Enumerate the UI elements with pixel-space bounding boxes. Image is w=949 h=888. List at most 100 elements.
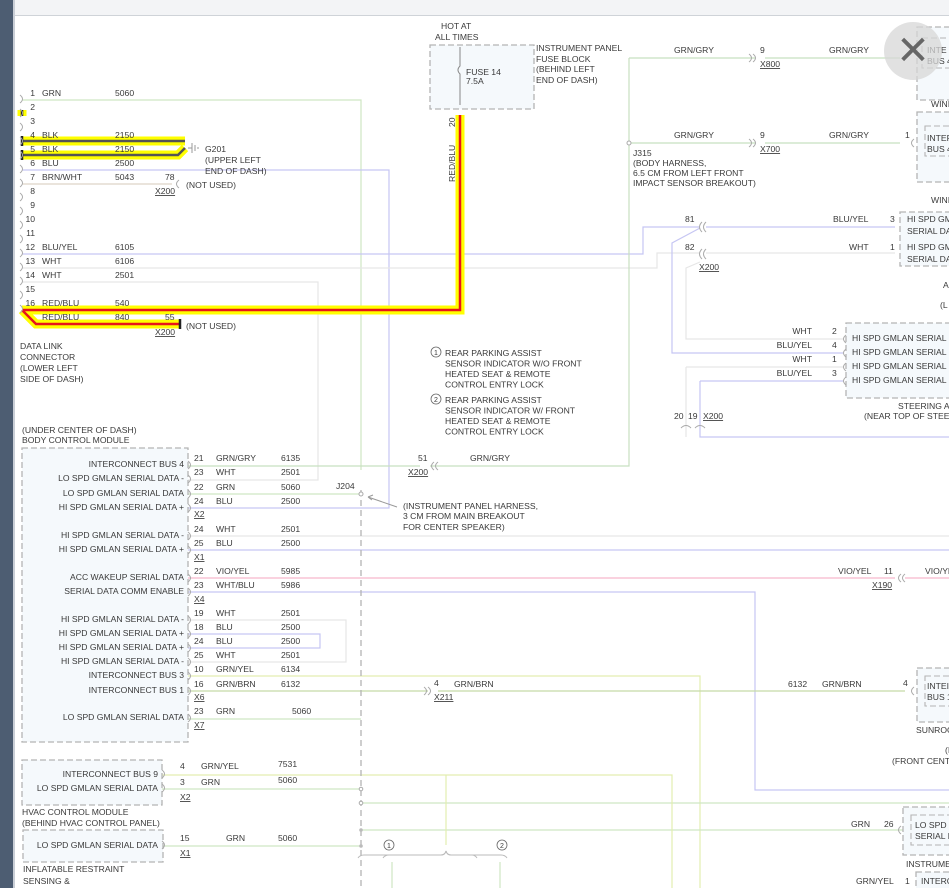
pin-number: 18	[194, 622, 204, 632]
wire-color: BLU/YEL	[42, 242, 78, 252]
connector-icon	[19, 94, 23, 104]
close-button[interactable]: ✕	[884, 22, 942, 80]
connector-x800: GRN/GRY 9 X800 GRN/GRY	[674, 45, 869, 69]
pin-number: 2	[30, 102, 35, 112]
option-markers: 1 2	[357, 839, 508, 859]
connector-icon	[19, 178, 23, 188]
circuit-number: 6134	[281, 664, 300, 674]
pin-number: 22	[194, 566, 204, 576]
bcm-pin-row: HI SPD GMLAN SERIAL DATA + 24 BLU 2500	[59, 496, 300, 513]
wire-red-blu-540-840	[21, 115, 462, 326]
pin-function: HI SPD GMLAN SERIAL DATA -	[61, 614, 184, 624]
circuit-number: 2500	[281, 622, 300, 632]
pin-number: 24	[194, 636, 204, 646]
pin-number: 82	[685, 242, 695, 252]
circuit-number: 5060	[278, 833, 297, 843]
pin-number: 23	[194, 706, 204, 716]
connector-icon	[19, 304, 23, 314]
connector-icon	[187, 531, 191, 541]
wire-blu-yel-6105	[22, 226, 895, 255]
module-title: INSTRUME	[906, 859, 949, 869]
wire-color: GRN/GRY	[829, 45, 869, 55]
note-text: SENSOR INDICATOR W/O FRONT	[445, 359, 582, 369]
circuit-number: 2500	[115, 158, 134, 168]
connector-icon	[187, 657, 191, 667]
steering-module: STEERING A (NEAR TOP OF STEEI 20 19 X200…	[674, 322, 949, 429]
pin-function: SERIAL DATA COMM ENABLE	[64, 586, 184, 596]
pin-function: HI SPD GMLAN SERIAL D	[852, 347, 949, 357]
connector-icon	[161, 769, 165, 779]
close-icon[interactable]: ✕	[896, 28, 930, 74]
note-text: HEATED SEAT & REMOTE	[445, 416, 551, 426]
connector-icon	[680, 425, 706, 429]
wire-blu-yel-steering	[671, 227, 843, 354]
ground-g201: G201 (UPPER LEFT END OF DASH)	[188, 143, 267, 176]
connector-x700: GRN/GRY 9 X700 GRN/GRY 1	[674, 130, 910, 154]
pin-number: 4	[30, 130, 35, 140]
module-box	[899, 211, 949, 267]
wire-color: GRN	[42, 88, 61, 98]
pin-number: 14	[25, 270, 35, 280]
highlighted-circuits[interactable]	[17, 110, 465, 329]
circuit-number: 5060	[278, 775, 297, 785]
pin-number: 10	[25, 214, 35, 224]
pin-function: HI SPD GMLAN SERIAL DATA -	[61, 656, 184, 666]
pin-number: 19	[688, 411, 698, 421]
pin-number: 4	[903, 678, 908, 688]
module-box	[845, 322, 949, 399]
pin-function: INTERCONNECT BUS 1	[89, 685, 185, 695]
module-box	[21, 447, 189, 743]
circuit-number: 5043	[115, 172, 134, 182]
connector-name: X2	[194, 509, 205, 519]
ground-location: END OF DASH)	[205, 166, 267, 176]
dlc-pin-row: RED/BLU 840	[42, 312, 130, 322]
connector-icon	[187, 474, 191, 484]
wire-color: VIO/YE	[925, 566, 949, 576]
connector-icon	[19, 150, 23, 160]
pin-number: 16	[25, 298, 35, 308]
connector-icon	[19, 108, 23, 118]
fuse-icon	[457, 47, 461, 105]
wire-color: GRN/YEL	[201, 761, 239, 771]
pin-number: 10	[194, 664, 204, 674]
dlc-pin-row: 15	[19, 284, 35, 300]
fuse-rating: 7.5A	[466, 76, 484, 86]
connector-icon	[19, 234, 23, 244]
pin-number: 4	[832, 340, 837, 350]
pin-number: 22	[194, 482, 204, 492]
pin-number: 3	[890, 214, 895, 224]
module-box	[916, 111, 949, 183]
wire-color: BLK	[42, 144, 59, 154]
circuit-number: 5060	[281, 482, 300, 492]
circled-number-icon	[430, 393, 442, 405]
pin-number: 6	[30, 158, 35, 168]
wire-wht-6106	[22, 252, 895, 269]
x200-55-not-used: 55 X200 (NOT USED)	[155, 312, 236, 337]
pin-number: 1	[905, 876, 910, 886]
pin-number: 13	[25, 256, 35, 266]
pin-function: INTERCONNECT BUS 9	[63, 769, 159, 779]
pin-number: 11	[884, 566, 893, 576]
splice-desc: 3 CM FROM MAIN BREAKOUT	[403, 511, 526, 521]
connector-name: X211	[434, 692, 454, 702]
connector-icon	[187, 545, 191, 555]
connector-x211: 4 X211 GRN/BRN	[423, 678, 494, 702]
pin-number: 8	[30, 186, 35, 196]
pin-number: 16	[194, 679, 204, 689]
dlc-title-line: CONNECTOR	[20, 352, 75, 362]
pin-number: 23	[194, 467, 204, 477]
connector-icon	[911, 138, 915, 148]
connector-icon	[431, 461, 439, 471]
wire-color: WHT	[42, 270, 62, 280]
dlc-pin-row: 12 BLU/YEL 6105	[19, 242, 134, 258]
wire-color: VIO/YEL	[216, 566, 250, 576]
connector-icon	[187, 573, 191, 583]
circuit-number: 2501	[281, 608, 300, 618]
dlc-pin-row: 11	[19, 228, 35, 244]
dlc-pin-row: 7 BRN/WHT 5043	[19, 172, 134, 188]
pin-number: 55	[165, 312, 175, 322]
wire-color: GRN	[216, 482, 235, 492]
pin-function: LO SPD GMLAN SERIAL DATA -	[58, 473, 184, 483]
connector-icon	[176, 179, 180, 189]
wire-grn-gry-6135	[188, 58, 630, 467]
